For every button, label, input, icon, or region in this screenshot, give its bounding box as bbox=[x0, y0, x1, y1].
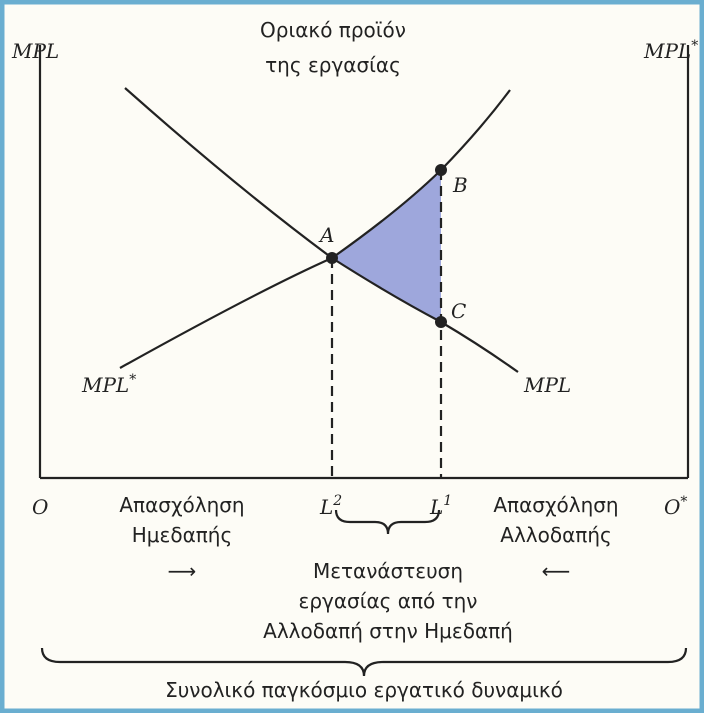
point-label: A bbox=[318, 223, 334, 247]
point bbox=[435, 164, 447, 176]
arrow: ⟵ bbox=[542, 559, 571, 583]
shaded-area bbox=[332, 170, 441, 322]
x-mark: L2 bbox=[319, 493, 342, 519]
title: Οριακό προϊόν bbox=[260, 18, 406, 42]
label: Συνολικό παγκόσμιο εργατικό δυναμικό bbox=[165, 678, 563, 702]
point bbox=[326, 252, 338, 264]
mpl-star-curve bbox=[119, 89, 511, 369]
axis-label: MPL* bbox=[643, 38, 698, 63]
curve-label: MPL* bbox=[81, 372, 136, 397]
brace bbox=[40, 647, 688, 677]
label: Ημεδαπής bbox=[132, 523, 232, 547]
label: Αλλοδαπής bbox=[500, 523, 611, 547]
label: Αλλοδαπή στην Ημεδαπή bbox=[263, 619, 513, 643]
axis-label: MPL bbox=[11, 39, 59, 63]
origin-label: O bbox=[32, 495, 48, 519]
brace bbox=[334, 509, 441, 535]
mpl-curve bbox=[124, 87, 519, 373]
title: της εργασίας bbox=[265, 53, 401, 77]
label: Μετανάστευση bbox=[313, 559, 463, 583]
arrow: ⟶ bbox=[168, 559, 197, 583]
label: Απασχόληση bbox=[493, 493, 618, 517]
curve-label: MPL bbox=[523, 373, 571, 397]
origin-label: O* bbox=[664, 494, 687, 519]
label: Απασχόληση bbox=[119, 493, 244, 517]
label: εργασίας από την bbox=[299, 589, 478, 613]
x-mark: L1 bbox=[429, 493, 452, 519]
point-label: C bbox=[451, 299, 466, 323]
point bbox=[435, 316, 447, 328]
point-label: B bbox=[452, 173, 468, 197]
